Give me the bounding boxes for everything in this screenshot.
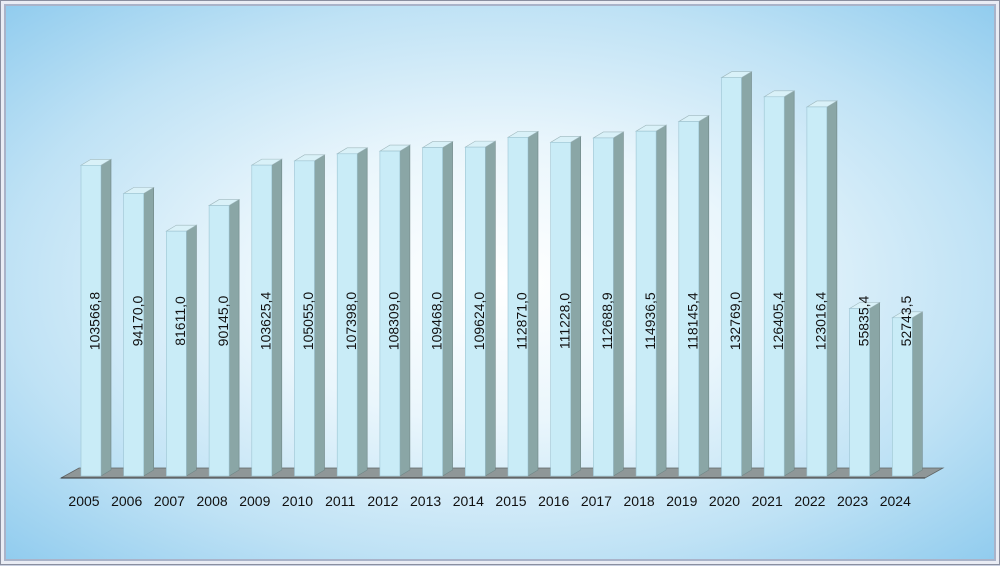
tick-label-2018: 2018 [624, 493, 655, 509]
data-label-2021: 126405,4 [770, 292, 786, 351]
tick-label-2007: 2007 [154, 493, 185, 509]
bar-2014 [464, 146, 486, 477]
tick-label-2005: 2005 [68, 493, 99, 509]
bar-2008 [208, 205, 230, 477]
data-label-2020: 132769,0 [727, 292, 743, 351]
bar-2007 [166, 230, 187, 477]
tick-label-2012: 2012 [367, 493, 398, 509]
data-label-2023: 55835,4 [855, 295, 871, 346]
bar-2011 [336, 153, 358, 477]
bar-2020 [721, 77, 742, 477]
tick-label-2006: 2006 [111, 493, 142, 509]
data-label-2007: 81611,0 [172, 296, 188, 346]
data-label-2016: 111228,0 [556, 293, 572, 350]
data-label-2010: 105055,0 [300, 292, 316, 351]
tick-label-2010: 2010 [282, 493, 313, 509]
data-label-2011: 107398,0 [343, 292, 359, 351]
tick-label-2011: 2011 [325, 493, 355, 509]
data-label-2024: 52743,5 [898, 295, 914, 346]
tick-label-2020: 2020 [709, 493, 740, 509]
tick-label-2016: 2016 [538, 493, 569, 509]
tick-label-2019: 2019 [666, 493, 697, 509]
bar-side-2021 [783, 90, 795, 477]
bar-2009 [251, 164, 273, 477]
tick-label-2022: 2022 [794, 493, 825, 509]
tick-label-2009: 2009 [239, 493, 270, 509]
bar-side-2020 [741, 71, 752, 477]
tick-label-2021: 2021 [752, 493, 783, 509]
bar-2005 [80, 164, 102, 477]
tick-label-2013: 2013 [410, 493, 441, 509]
bar-2012 [379, 150, 401, 477]
bar-2015 [507, 137, 529, 477]
tick-label-2008: 2008 [197, 493, 228, 509]
data-label-2014: 109624,0 [471, 292, 487, 351]
data-label-2012: 108309,0 [386, 292, 402, 351]
tick-label-2024: 2024 [880, 493, 911, 509]
bar-2013 [422, 147, 443, 477]
bar-2023 [849, 308, 870, 477]
tick-label-2014: 2014 [453, 493, 484, 509]
bar-2018 [635, 130, 657, 477]
bar-side-2022 [826, 100, 838, 477]
bar-2017 [593, 137, 614, 477]
bar-2024 [891, 317, 913, 477]
data-label-2006: 94170,0 [129, 295, 145, 346]
data-label-2018: 114936,5 [642, 292, 658, 350]
bar-2021 [763, 96, 785, 477]
data-label-2008: 90145,0 [215, 295, 231, 346]
bar-2010 [294, 160, 315, 477]
data-label-2005: 103566,8 [87, 292, 103, 351]
bar-2006 [123, 193, 144, 477]
data-label-2009: 103625,4 [258, 292, 274, 351]
tick-label-2017: 2017 [581, 493, 612, 509]
bar-2016 [550, 142, 572, 477]
tick-label-2023: 2023 [837, 493, 868, 509]
bar-side-2007 [186, 224, 197, 477]
data-label-2015: 112871,0 [514, 292, 530, 350]
tick-label-2015: 2015 [495, 493, 526, 509]
data-label-2019: 118145,4 [685, 292, 701, 350]
bar-2019 [678, 121, 700, 477]
data-label-2013: 109468,0 [428, 292, 444, 351]
bar-2022 [806, 106, 828, 477]
data-label-2022: 123016,4 [813, 292, 829, 351]
data-label-2017: 112688,9 [599, 292, 615, 350]
